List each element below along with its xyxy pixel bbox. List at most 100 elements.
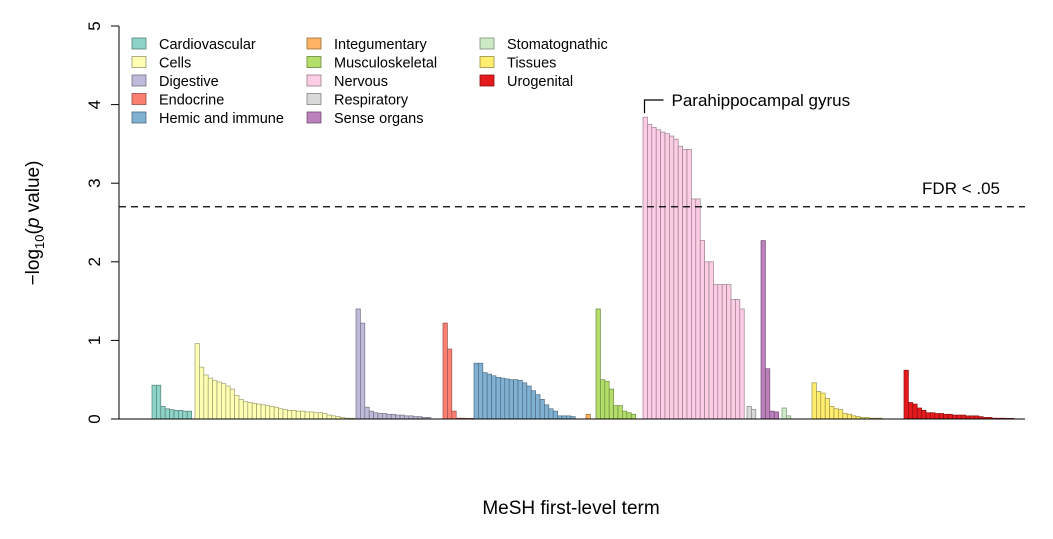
legend-item: Integumentary bbox=[306, 37, 427, 53]
series-musculoskeletal bbox=[595, 308, 636, 420]
legend-swatch bbox=[479, 37, 495, 50]
bar bbox=[595, 308, 601, 420]
bar bbox=[539, 399, 545, 420]
bar bbox=[473, 362, 479, 420]
annotation-leader bbox=[643, 99, 664, 114]
bar bbox=[760, 240, 766, 420]
bar bbox=[673, 138, 679, 420]
bar bbox=[669, 135, 675, 420]
bar bbox=[225, 385, 231, 420]
bar bbox=[934, 413, 940, 420]
bar bbox=[386, 413, 392, 420]
legend-label: Stomatognathic bbox=[507, 37, 608, 53]
bar bbox=[395, 414, 401, 420]
series-hemic-and-immune bbox=[473, 362, 576, 420]
bar bbox=[930, 412, 936, 420]
series-cells bbox=[194, 343, 359, 420]
legend-label: Cardiovascular bbox=[159, 37, 256, 53]
bar bbox=[364, 406, 370, 420]
y-tick-label: 2 bbox=[85, 257, 104, 266]
bar bbox=[613, 405, 619, 420]
bar bbox=[243, 401, 249, 420]
bar bbox=[947, 413, 953, 420]
bar bbox=[833, 408, 839, 420]
bar bbox=[721, 284, 727, 420]
bar bbox=[838, 409, 844, 420]
bar bbox=[960, 414, 966, 420]
bar bbox=[160, 406, 166, 420]
bar bbox=[526, 385, 532, 420]
bar bbox=[739, 308, 745, 420]
bar bbox=[604, 380, 610, 420]
series-endocrine bbox=[442, 322, 475, 420]
bar bbox=[773, 411, 779, 420]
bar bbox=[846, 413, 852, 420]
bar bbox=[903, 369, 909, 420]
bar bbox=[491, 375, 497, 420]
bar bbox=[912, 403, 918, 420]
bar bbox=[265, 405, 271, 420]
bar bbox=[482, 372, 488, 420]
bar bbox=[186, 410, 192, 420]
bar bbox=[938, 413, 944, 420]
bar bbox=[704, 261, 710, 420]
bar bbox=[251, 402, 257, 420]
legend-swatch bbox=[306, 74, 322, 87]
legend-label: Hemic and immune bbox=[159, 111, 284, 127]
bar bbox=[368, 410, 374, 420]
bar bbox=[829, 406, 835, 420]
threshold: FDR < .05 bbox=[119, 179, 1025, 208]
bar bbox=[695, 198, 701, 420]
legend-label: Nervous bbox=[334, 74, 388, 90]
bar bbox=[765, 368, 771, 420]
bar bbox=[660, 131, 666, 420]
series-cardiovascular bbox=[151, 384, 192, 420]
bar bbox=[278, 408, 284, 420]
bar bbox=[686, 149, 692, 420]
bar bbox=[600, 379, 606, 420]
legend-label: Cells bbox=[159, 56, 191, 72]
bar bbox=[207, 377, 213, 420]
legend-label: Musculoskeletal bbox=[334, 56, 437, 72]
bar bbox=[194, 343, 200, 420]
bar bbox=[260, 404, 266, 420]
bar bbox=[309, 411, 315, 420]
legend-label: Sense organs bbox=[334, 111, 423, 127]
bar bbox=[495, 376, 501, 420]
legend-item: Nervous bbox=[306, 74, 388, 90]
bar bbox=[355, 308, 361, 420]
bar bbox=[295, 410, 301, 420]
bar bbox=[682, 149, 688, 420]
series-integumentary bbox=[585, 413, 591, 420]
bar bbox=[811, 382, 817, 420]
bar bbox=[504, 378, 510, 420]
series-tissues bbox=[811, 382, 883, 420]
bar bbox=[921, 410, 927, 420]
bar bbox=[513, 379, 519, 420]
legend-swatch bbox=[306, 37, 322, 50]
bar bbox=[178, 410, 184, 420]
bar bbox=[221, 383, 227, 420]
legend-item: Cells bbox=[131, 56, 191, 72]
series-respiratory bbox=[746, 406, 757, 420]
bar bbox=[451, 410, 457, 420]
legend-item: Sense organs bbox=[306, 111, 423, 127]
bar bbox=[769, 410, 775, 420]
bar bbox=[943, 413, 949, 420]
y-tick-label: 1 bbox=[85, 336, 104, 345]
y-tick-label: 4 bbox=[85, 100, 104, 109]
y-tick-label: 0 bbox=[85, 414, 104, 423]
bar bbox=[552, 410, 558, 420]
bar bbox=[651, 127, 657, 420]
bar bbox=[282, 409, 288, 420]
bar bbox=[626, 412, 632, 420]
legend-swatch bbox=[306, 93, 322, 105]
legend-swatch bbox=[306, 111, 322, 124]
y-tick-label: 5 bbox=[85, 21, 104, 30]
legend-item: Musculoskeletal bbox=[306, 56, 437, 72]
bar bbox=[373, 412, 379, 420]
legend-swatch bbox=[131, 74, 147, 87]
bar bbox=[212, 380, 218, 420]
bar bbox=[390, 413, 396, 420]
